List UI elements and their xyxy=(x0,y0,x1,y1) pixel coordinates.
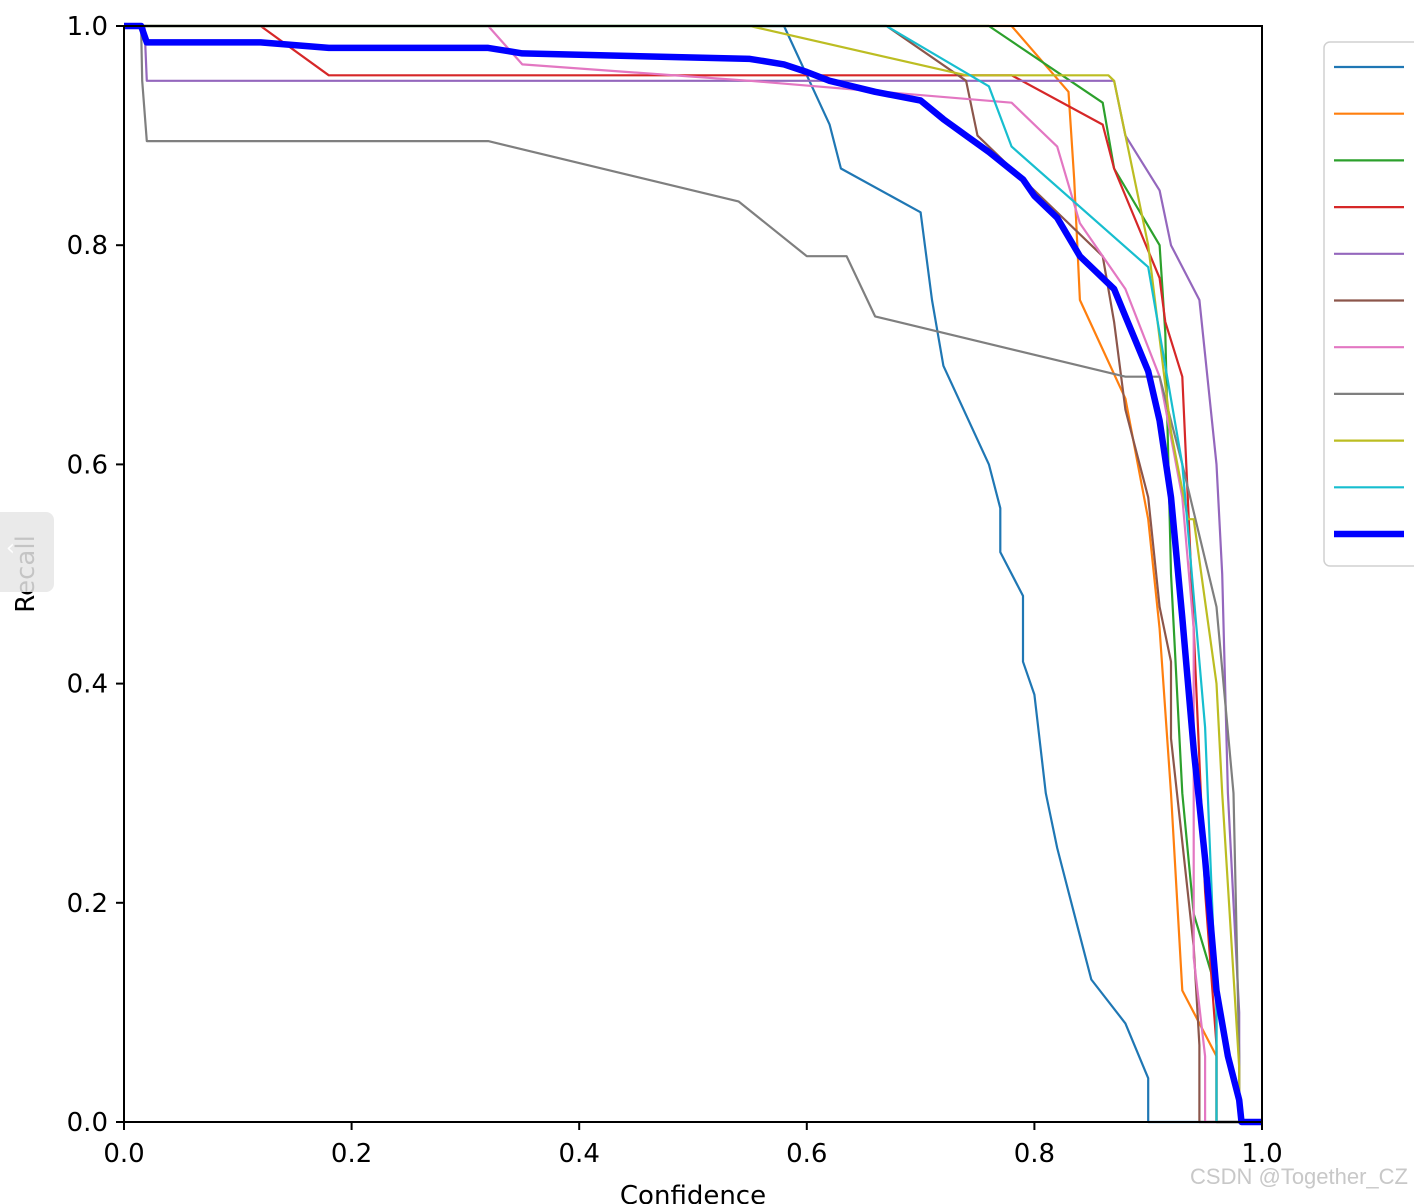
series-line-10 xyxy=(124,24,1262,1124)
y-tick-label: 0.6 xyxy=(67,450,108,480)
legend xyxy=(1323,41,1414,567)
series-line-7 xyxy=(124,24,1262,1124)
y-tick-label: 1.0 xyxy=(67,12,108,42)
legend-box xyxy=(1323,41,1414,567)
legend-entries xyxy=(1334,65,1404,538)
series-line-6 xyxy=(124,24,1262,1124)
x-tick-label: 0.8 xyxy=(1014,1139,1055,1169)
y-tick-label: 0.4 xyxy=(67,670,108,700)
collapse-handle[interactable]: ‹ xyxy=(0,512,54,592)
x-tick-label: 0.6 xyxy=(786,1139,827,1169)
series-line-1 xyxy=(124,24,1262,1124)
x-axis-ticks: 0.0 0.2 0.4 0.6 0.8 1.0 xyxy=(103,1122,1283,1169)
x-tick-label: 0.4 xyxy=(559,1139,600,1169)
watermark: CSDN @Together_CZ xyxy=(1190,1164,1408,1189)
series-line-8 xyxy=(124,24,1262,1124)
y-tick-label: 0.8 xyxy=(67,231,108,261)
x-tick-label: 0.2 xyxy=(331,1139,372,1169)
series-line-11 xyxy=(124,22,1262,1126)
chevron-left-icon: ‹ xyxy=(6,536,15,561)
x-tick-label: 1.0 xyxy=(1241,1139,1282,1169)
series-line-4 xyxy=(124,24,1262,1124)
y-tick-label: 0.0 xyxy=(67,1108,108,1138)
x-tick-label: 0.0 xyxy=(103,1139,144,1169)
plot-series xyxy=(124,22,1262,1126)
y-axis-ticks: 0.0 0.2 0.4 0.6 0.8 1.0 xyxy=(67,12,124,1138)
y-tick-label: 0.2 xyxy=(67,889,108,919)
series-line-9 xyxy=(124,24,1262,1124)
plot-frame xyxy=(123,25,1263,1123)
x-axis-label: Confidence xyxy=(620,1181,766,1204)
